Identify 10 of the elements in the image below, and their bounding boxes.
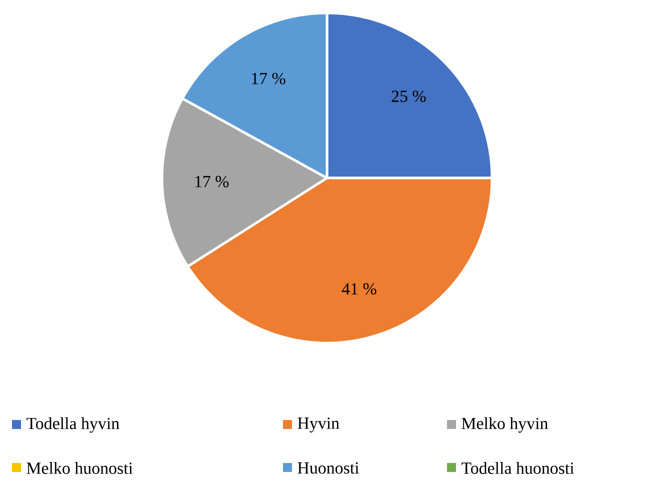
data-label: 41 % (342, 283, 376, 295)
legend-label: Todella huonosti (462, 462, 574, 474)
data-label: 17 % (195, 176, 229, 188)
legend-label: Hyvin (298, 418, 340, 432)
legend-label: Melko hyvin (462, 417, 548, 433)
legend-label: Huonosti (298, 462, 359, 474)
data-label: 17 % (252, 72, 286, 84)
data-label: 25 % (392, 90, 426, 102)
legend-label: Todella hyvin (26, 417, 120, 433)
legend-label: Melko huonosti (26, 462, 133, 474)
